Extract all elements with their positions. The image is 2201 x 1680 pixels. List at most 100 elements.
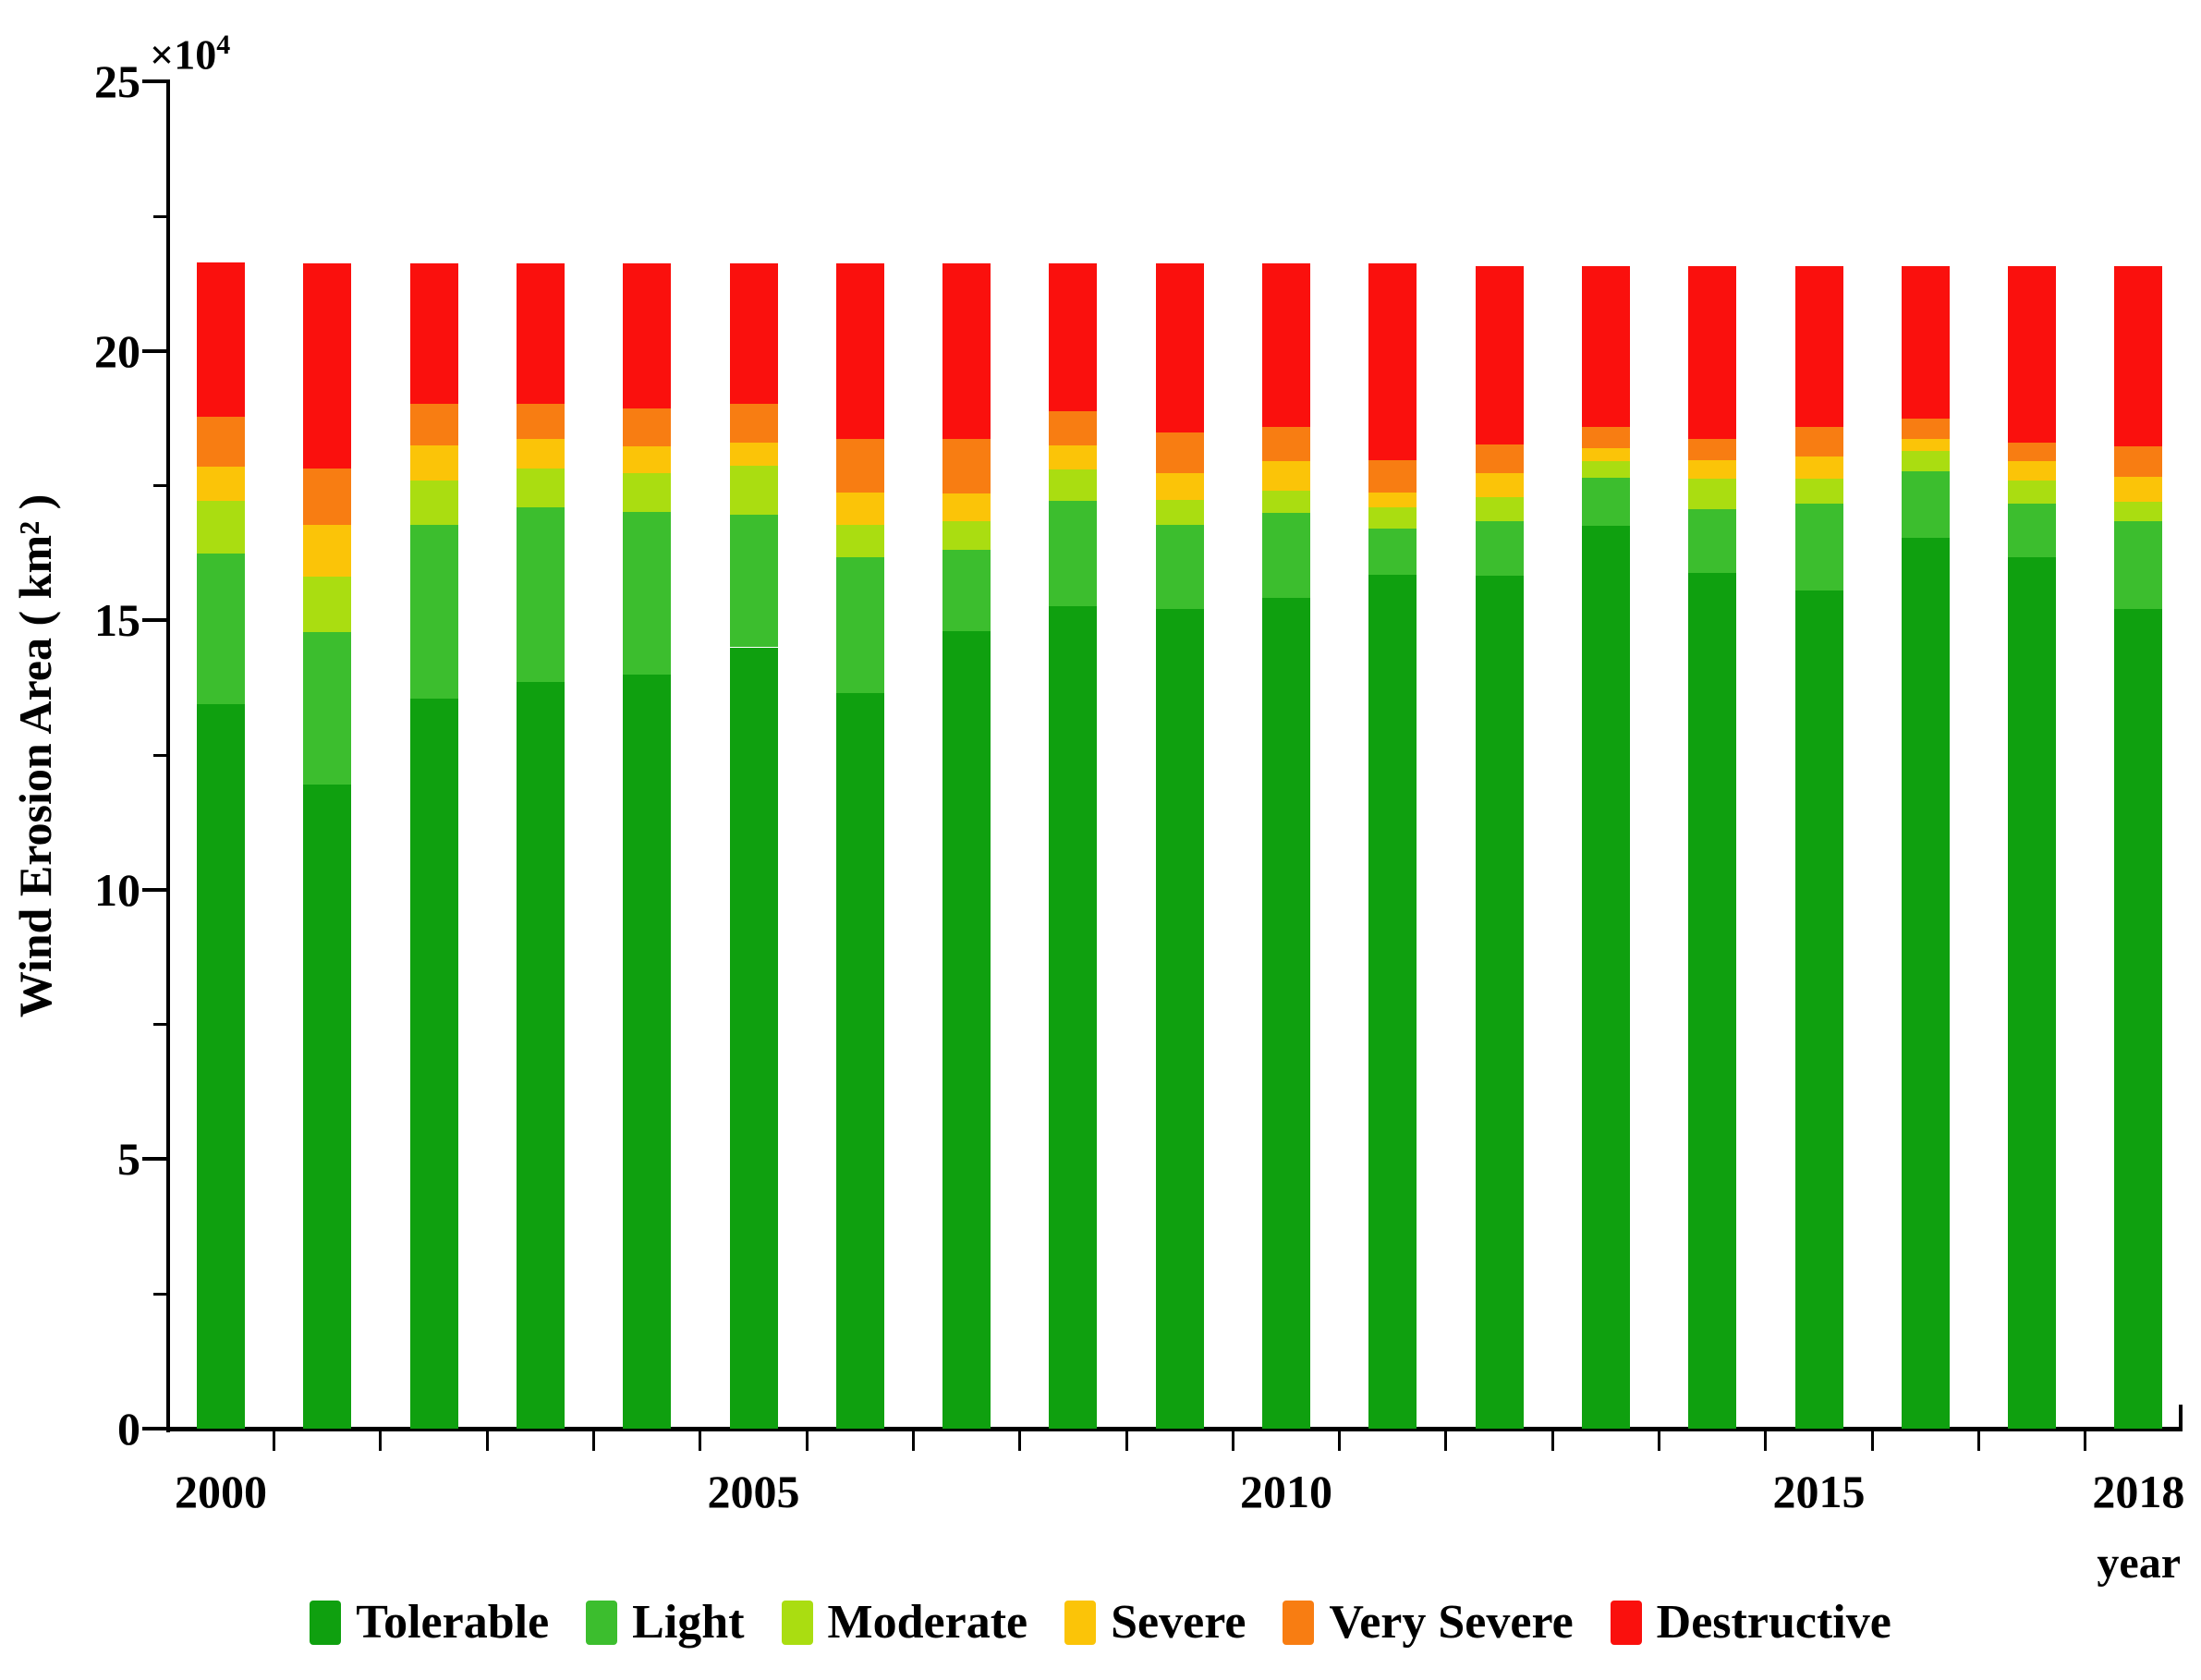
bar-segment-2005-light	[729, 515, 778, 648]
bar-segment-2010-light	[1262, 513, 1310, 598]
x-minor-tick	[1125, 1430, 1128, 1451]
y-tick-label: 25	[94, 55, 140, 108]
bar-segment-2012-light	[1475, 521, 1524, 576]
bar-segment-2011-light	[1368, 529, 1417, 575]
y-major-tick	[142, 348, 166, 353]
bar-segment-2012-severe	[1475, 473, 1524, 497]
bar-segment-2000-moderate	[197, 500, 245, 554]
bar-segment-2013-moderate	[1581, 461, 1630, 478]
bar-segment-2012-moderate	[1475, 496, 1524, 522]
bar-segment-2017-very-severe	[2008, 442, 2057, 462]
bar-segment-2004-destructive	[623, 262, 672, 408]
bar-segment-2007-tolerable	[942, 631, 991, 1429]
y-minor-tick	[153, 214, 166, 218]
x-minor-tick	[1764, 1430, 1768, 1451]
x-minor-tick	[1870, 1430, 1874, 1451]
bar-segment-2015-severe	[1794, 456, 1843, 479]
x-minor-tick	[1231, 1430, 1234, 1451]
bar-segment-2006-moderate	[835, 525, 884, 558]
legend-label: Moderate	[827, 1596, 1028, 1649]
bar-segment-2018-destructive	[2114, 265, 2163, 446]
bar-segment-2014-moderate	[1688, 478, 1737, 510]
bar-segment-2009-light	[1155, 525, 1204, 610]
bar-segment-2002-destructive	[409, 262, 458, 404]
y-major-tick	[142, 1427, 166, 1430]
bar-segment-2009-tolerable	[1155, 609, 1204, 1429]
bar-segment-2009-very-severe	[1155, 432, 1204, 474]
legend-swatch-icon	[1064, 1601, 1097, 1645]
bar-segment-2015-light	[1794, 504, 1843, 590]
bar-segment-2010-severe	[1262, 461, 1310, 491]
legend-item-light: Light	[586, 1595, 745, 1650]
legend-item-tolerable: Tolerable	[310, 1595, 549, 1650]
bar-segment-2011-moderate	[1368, 507, 1417, 530]
bar-segment-2016-severe	[1901, 438, 1950, 452]
bar-segment-2017-moderate	[2008, 481, 2057, 505]
x-tick-label: 2018	[2092, 1466, 2185, 1517]
y-major-tick	[142, 79, 166, 84]
y-minor-tick	[153, 1023, 166, 1027]
legend-swatch-icon	[781, 1601, 813, 1645]
x-minor-tick	[379, 1430, 383, 1451]
y-tick-label: 20	[94, 324, 140, 377]
y-major-tick	[142, 618, 166, 623]
legend-item-moderate: Moderate	[781, 1595, 1028, 1650]
bar-segment-2009-moderate	[1155, 500, 1204, 526]
bar-segment-2005-destructive	[729, 263, 778, 404]
x-axis-title: year	[2097, 1539, 2181, 1588]
bar-segment-2003-very-severe	[516, 403, 565, 439]
legend-label: Destructive	[1656, 1596, 1891, 1649]
x-minor-tick	[699, 1430, 702, 1451]
legend-item-destructive: Destructive	[1610, 1595, 1891, 1650]
bar-segment-2013-very-severe	[1581, 427, 1630, 448]
x-minor-tick	[1658, 1430, 1661, 1451]
bar-segment-2001-destructive	[303, 262, 352, 469]
bar-segment-2008-severe	[1049, 444, 1098, 470]
bar-segment-2008-destructive	[1049, 262, 1098, 411]
y-minor-tick	[153, 753, 166, 757]
bar-segment-2007-moderate	[942, 521, 991, 550]
y-minor-tick	[153, 484, 166, 488]
x-minor-tick	[805, 1430, 809, 1451]
y-major-tick	[142, 887, 166, 892]
bar-segment-2013-destructive	[1581, 265, 1630, 427]
bar-segment-2018-tolerable	[2114, 609, 2163, 1429]
bar-segment-2015-destructive	[1794, 265, 1843, 427]
x-axis-end-tick	[2179, 1405, 2183, 1427]
bar-segment-2015-very-severe	[1794, 427, 1843, 457]
bar-segment-2000-tolerable	[197, 703, 245, 1429]
bar-segment-2002-moderate	[409, 480, 458, 526]
bar-segment-2016-tolerable	[1901, 537, 1950, 1429]
bar-segment-2000-severe	[197, 467, 245, 501]
bar-segment-2013-severe	[1581, 447, 1630, 462]
y-minor-tick	[153, 1292, 166, 1296]
y-axis-line	[166, 79, 170, 1432]
bar-segment-2002-very-severe	[409, 403, 458, 446]
bar-segment-2004-very-severe	[623, 408, 672, 446]
x-minor-tick	[1976, 1430, 1980, 1451]
x-minor-tick	[485, 1430, 489, 1451]
bar-segment-2014-tolerable	[1688, 573, 1737, 1429]
legend-swatch-icon	[1283, 1601, 1315, 1645]
x-axis-line	[166, 1427, 2183, 1431]
x-minor-tick	[1444, 1430, 1448, 1451]
bar-segment-2006-severe	[835, 492, 884, 526]
bar-segment-2006-light	[835, 557, 884, 694]
bar-segment-2006-destructive	[835, 262, 884, 439]
x-minor-tick	[2084, 1430, 2087, 1451]
legend-label: Very Severe	[1329, 1596, 1574, 1649]
bar-segment-2016-moderate	[1901, 451, 1950, 471]
bar-segment-2005-moderate	[729, 466, 778, 516]
bar-segment-2016-destructive	[1901, 265, 1950, 420]
bar-segment-2016-very-severe	[1901, 419, 1950, 439]
bar-segment-2007-destructive	[942, 263, 991, 439]
bar-segment-2004-severe	[623, 446, 672, 474]
bar-segment-2014-severe	[1688, 459, 1737, 479]
x-tick-label: 2015	[1772, 1466, 1866, 1517]
bar-segment-2017-tolerable	[2008, 557, 2057, 1429]
y-tick-label: 0	[117, 1403, 140, 1455]
bar-segment-2013-light	[1581, 477, 1630, 527]
bar-segment-2015-tolerable	[1794, 590, 1843, 1429]
bar-segment-2017-light	[2008, 504, 2057, 558]
